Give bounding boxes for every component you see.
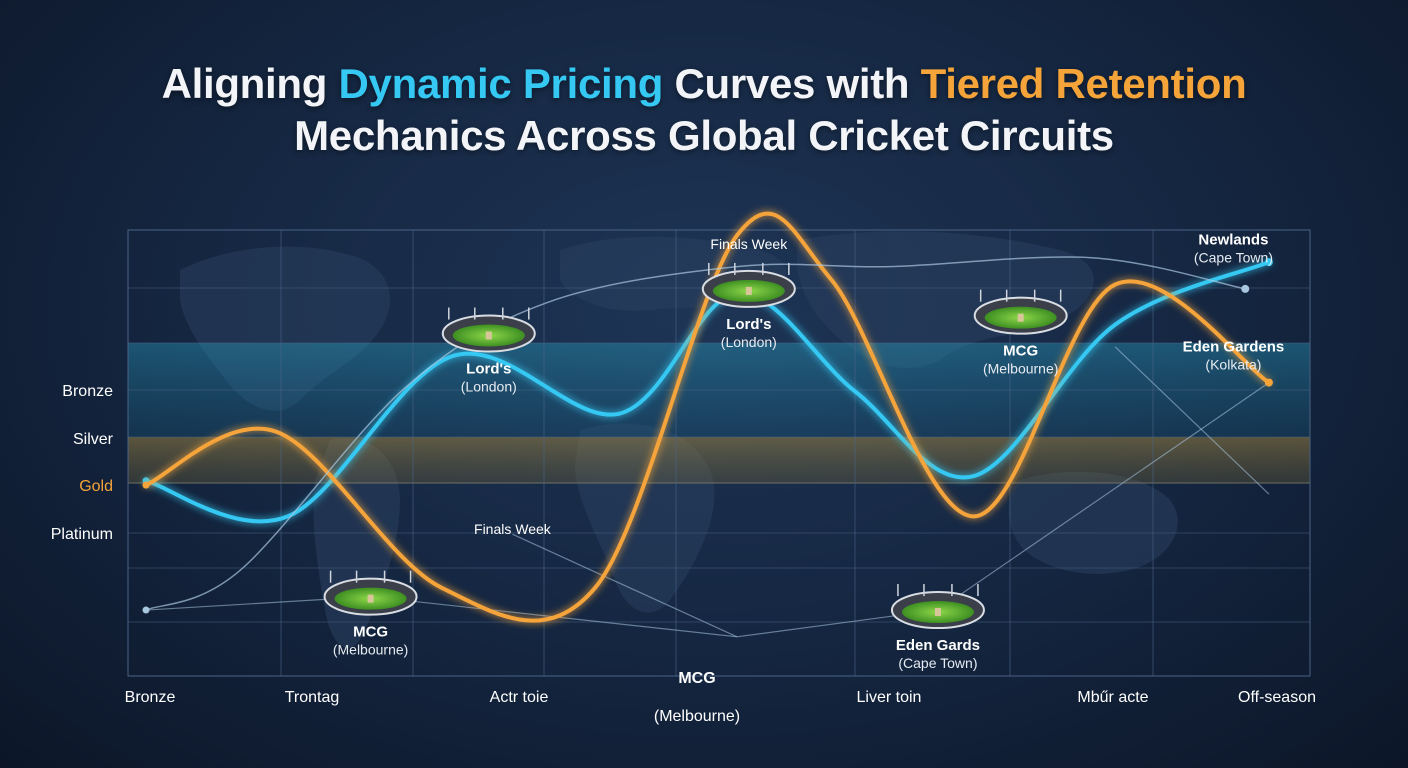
series-end-dot-1 [1264,378,1273,387]
title-highlight-pricing: Dynamic Pricing [338,60,664,107]
venue-city: (Melbourne) [333,642,408,658]
venue-name: MCG [1003,343,1038,360]
venue-mcg-right: MCG(Melbourne) [973,289,1068,377]
connector-1 [512,533,738,638]
connector-3 [937,382,1270,611]
y-tier-label-gold: Gold [79,478,113,495]
venue-name: MCG [353,624,388,641]
stadium-annotations: Lord's(London)Finals WeekLord's(London)M… [323,231,1285,671]
x-tick-label-1: Trontag [285,689,340,706]
stadium-wicket [1017,313,1024,322]
venue-city: (Cape Town) [898,655,977,671]
series-line-2 [145,256,1247,611]
connector-4 [1114,346,1270,495]
venue-lords-center: Lord's(London) [701,262,796,350]
venue-name: Finals Week [474,521,552,537]
venue-eden-right: Eden Gardens(Kolkata) [1183,338,1285,372]
x-tick-label-2: Actr toie [490,689,549,706]
venue-city: (Melbourne) [983,361,1058,377]
venue-name: Eden Gardens [1183,338,1285,355]
x-tick-label-6: Off-season [1238,689,1316,706]
venue-lords-left: Lord's(London) [441,307,536,395]
stadium-wicket [485,331,492,340]
venue-newlands: Newlands(Cape Town) [1194,231,1273,265]
venue-name: Eden Gards [896,637,980,654]
series-end-dot-2 [1241,284,1250,293]
venue-finals-mid: Finals Week [474,521,552,537]
venue-name: Finals Week [710,236,788,252]
y-tier-label-silver: Silver [73,431,114,448]
x-tick-label-3-0: MCG [678,670,715,687]
x-tick-label-5: Mbűr acte [1077,689,1148,706]
venue-name: Newlands [1198,231,1268,248]
plot-frame [127,229,1311,677]
chart-title: Aligning Dynamic Pricing Curves with Tie… [0,58,1408,162]
venue-finals-top: Finals Week [710,236,788,252]
stadium-wicket [934,608,941,617]
y-axis-labels: Bronze Silver Gold Platinum [51,383,114,543]
x-tick-label-3-1: (Melbourne) [654,708,740,725]
y-tier-label-platinum: Platinum [51,526,113,543]
stadium-wicket [367,594,374,603]
title-line-2: Mechanics Across Global Cricket Circuits [294,112,1114,159]
venue-name: Lord's [466,361,511,378]
venue-name: Lord's [726,316,771,333]
venue-mcg-left: MCG(Melbourne) [323,570,418,658]
title-part-1: Aligning [161,60,339,107]
y-tier-label-bronze: Bronze [62,383,113,400]
venue-city: (London) [721,334,777,350]
x-tick-label-0: Bronze [125,689,176,706]
venue-city: (Kolkata) [1205,356,1261,372]
series-start-dot-2 [142,606,150,614]
venue-eden-bottom: Eden Gards(Cape Town) [890,584,985,671]
title-highlight-retention: Tiered Retention [920,60,1247,107]
series-end-dot-0 [1264,258,1273,267]
title-line-1: Aligning Dynamic Pricing Curves with Tie… [0,58,1408,110]
venue-city: (Cape Town) [1194,249,1273,265]
venue-city: (London) [461,379,517,395]
x-tick-label-4: Liver toin [857,689,922,706]
series-start-dot-1 [142,481,150,489]
series-line-1 [144,211,1271,623]
stadium-wicket [745,286,752,295]
x-axis-labels: Bronze Trontag Actr toie MCG (Melbourne) Live… [125,670,1316,725]
title-part-2: Curves with [663,60,921,107]
